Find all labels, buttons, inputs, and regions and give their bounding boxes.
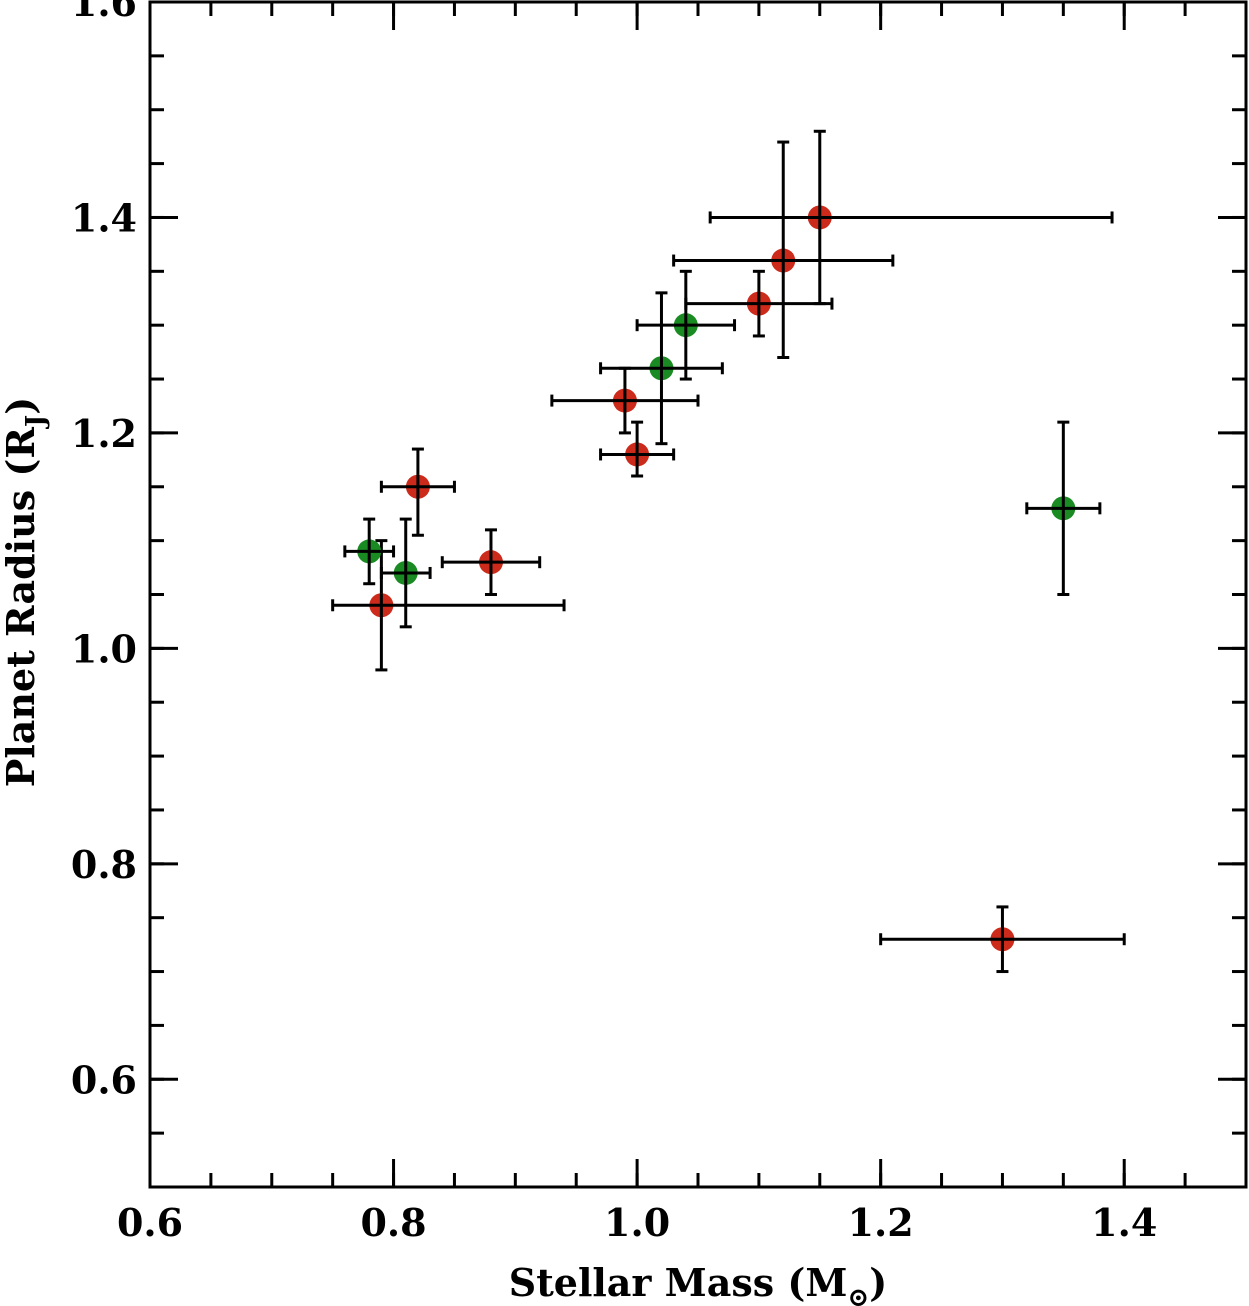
y-tick-labels: 0.6 0.8 1.0 1.2 1.4 1.6 xyxy=(71,0,137,1102)
x-tick-label: 1.2 xyxy=(848,1200,914,1245)
major-ticks xyxy=(148,0,1246,1187)
x-tick-label: 0.8 xyxy=(360,1200,426,1245)
data-points xyxy=(357,205,1076,952)
plot-frame xyxy=(148,0,1248,1189)
minor-ticks xyxy=(148,0,1248,1189)
y-tick-label: 0.8 xyxy=(71,842,137,887)
y-tick-label: 1.0 xyxy=(71,626,137,671)
x-tick-label: 0.6 xyxy=(117,1200,183,1245)
x-axis-label: Stellar Mass (M⊙) xyxy=(509,1260,887,1306)
error-bars xyxy=(331,129,1126,974)
y-axis-label: Planet Radius (RJ) xyxy=(0,397,51,787)
y-tick-label: 1.4 xyxy=(71,195,137,240)
y-tick-label: 1.6 xyxy=(71,0,137,25)
x-tick-label: 1.4 xyxy=(1091,1200,1157,1245)
x-tick-label: 1.0 xyxy=(604,1200,670,1245)
y-tick-label: 1.2 xyxy=(71,411,137,456)
y-tick-label: 0.6 xyxy=(71,1057,137,1102)
x-tick-labels: 0.6 0.8 1.0 1.2 1.4 xyxy=(117,1200,1157,1245)
